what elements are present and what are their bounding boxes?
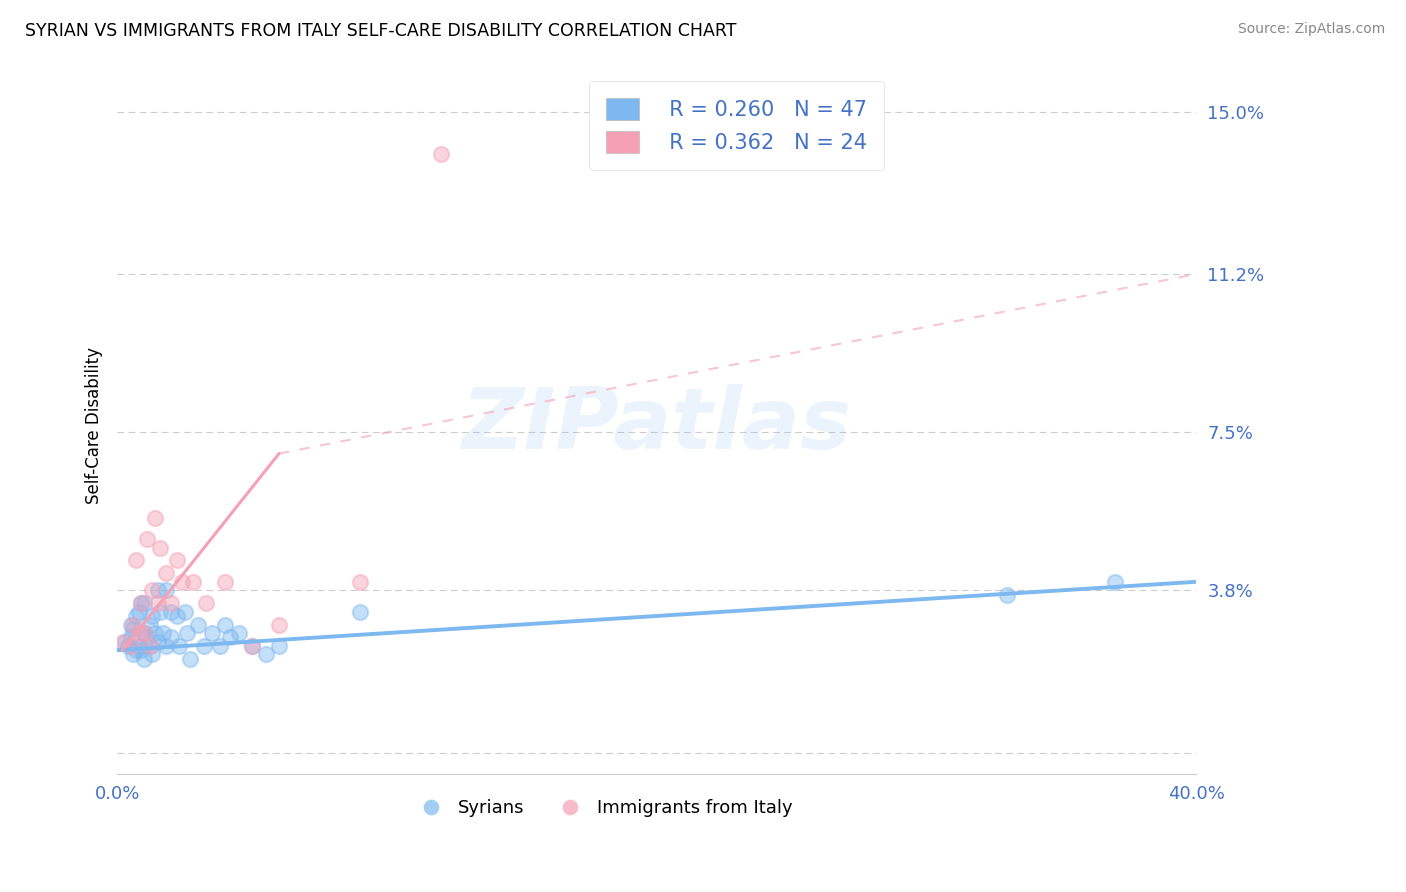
Point	[176, 626, 198, 640]
Legend: Syrians, Immigrants from Italy: Syrians, Immigrants from Italy	[406, 792, 800, 824]
Point	[195, 596, 218, 610]
Point	[228, 626, 250, 640]
Point	[143, 510, 166, 524]
Text: Source: ZipAtlas.com: Source: ZipAtlas.com	[1237, 22, 1385, 37]
Point	[141, 583, 163, 598]
Point	[995, 588, 1018, 602]
Point	[138, 639, 160, 653]
Point	[125, 609, 148, 624]
Point	[149, 541, 172, 555]
Point	[120, 639, 142, 653]
Text: ZIPatlas: ZIPatlas	[461, 384, 852, 467]
Point	[128, 639, 150, 653]
Point	[208, 639, 231, 653]
Point	[152, 626, 174, 640]
Point	[240, 639, 263, 653]
Point	[214, 617, 236, 632]
Point	[166, 553, 188, 567]
Point	[120, 631, 142, 645]
Point	[134, 651, 156, 665]
Point	[146, 596, 169, 610]
Point	[134, 626, 156, 640]
Point	[160, 596, 183, 610]
Point	[128, 605, 150, 619]
Point	[114, 634, 136, 648]
Point	[141, 648, 163, 662]
Point	[155, 566, 177, 581]
Y-axis label: Self-Care Disability: Self-Care Disability	[86, 347, 103, 504]
Point	[201, 626, 224, 640]
Point	[122, 648, 145, 662]
Text: SYRIAN VS IMMIGRANTS FROM ITALY SELF-CARE DISABILITY CORRELATION CHART: SYRIAN VS IMMIGRANTS FROM ITALY SELF-CAR…	[25, 22, 737, 40]
Point	[146, 583, 169, 598]
Point	[267, 617, 290, 632]
Point	[240, 639, 263, 653]
Point	[430, 147, 453, 161]
Point	[267, 639, 290, 653]
Point	[141, 609, 163, 624]
Point	[214, 574, 236, 589]
Point	[349, 605, 371, 619]
Point	[219, 631, 242, 645]
Point	[117, 639, 139, 653]
Point	[134, 626, 156, 640]
Point	[167, 639, 190, 653]
Point	[134, 596, 156, 610]
Point	[125, 643, 148, 657]
Point	[131, 643, 153, 657]
Point	[1104, 574, 1126, 589]
Point	[179, 651, 201, 665]
Point	[193, 639, 215, 653]
Point	[111, 634, 134, 648]
Point	[155, 583, 177, 598]
Point	[187, 617, 209, 632]
Point	[138, 617, 160, 632]
Point	[120, 617, 142, 632]
Point	[166, 609, 188, 624]
Point	[131, 596, 153, 610]
Point	[122, 622, 145, 636]
Point	[254, 648, 277, 662]
Point	[173, 605, 195, 619]
Point	[149, 605, 172, 619]
Point	[138, 639, 160, 653]
Point	[143, 626, 166, 640]
Point	[160, 631, 183, 645]
Point	[160, 605, 183, 619]
Point	[146, 634, 169, 648]
Point	[135, 631, 157, 645]
Point	[128, 626, 150, 640]
Point	[135, 532, 157, 546]
Point	[181, 574, 204, 589]
Point	[131, 596, 153, 610]
Point	[125, 553, 148, 567]
Point	[122, 617, 145, 632]
Point	[155, 639, 177, 653]
Point	[349, 574, 371, 589]
Point	[170, 574, 193, 589]
